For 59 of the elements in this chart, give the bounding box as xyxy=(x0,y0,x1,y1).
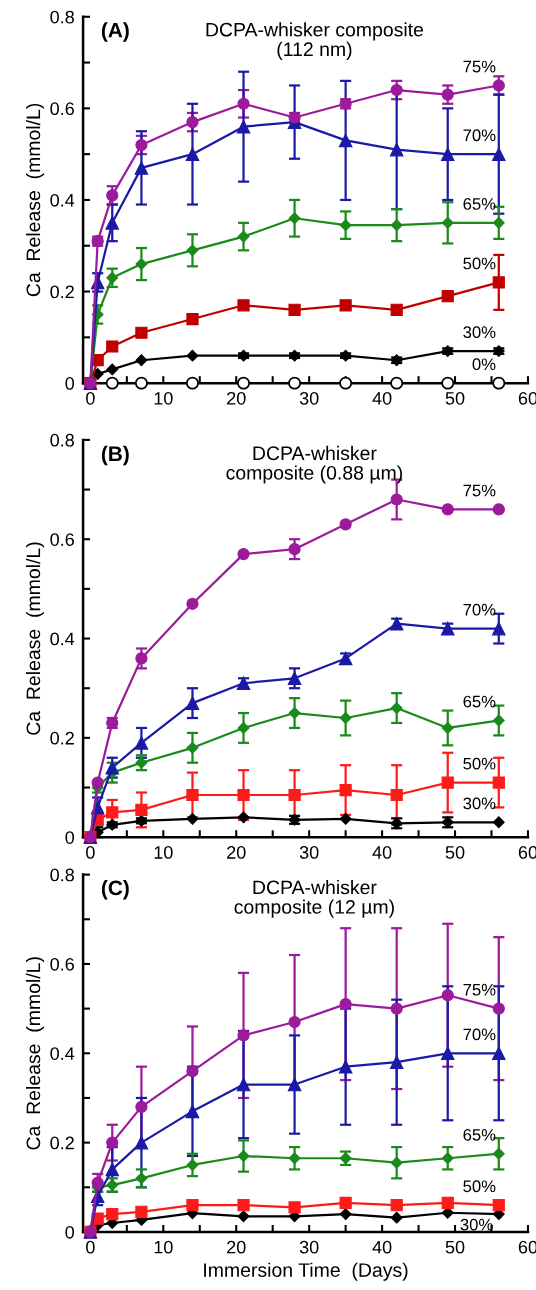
series-label: 70% xyxy=(463,603,496,616)
text: DCPA-whisker composite (12 µm) xyxy=(234,879,394,918)
series-label: 50% xyxy=(463,257,496,270)
series-label: 75% xyxy=(463,60,496,73)
y-tick-label: 0.8 xyxy=(50,10,74,24)
text: DCPA-whisker composite (0.88 µm) xyxy=(226,445,403,484)
chart-title: (A) xyxy=(101,22,129,42)
y-tick-label: 0 xyxy=(65,377,75,390)
x-tick-label: 0 xyxy=(86,391,95,405)
y-tick-label: 0.4 xyxy=(50,193,75,207)
y-tick-label: 0.8 xyxy=(50,868,74,882)
y-tick-label: 0 xyxy=(65,831,75,844)
y-axis-title: Ca Release (mmol/L) xyxy=(25,103,45,297)
series-label: 65% xyxy=(463,1128,496,1141)
series-label: 75% xyxy=(463,983,496,996)
y-tick-label: 0 xyxy=(65,1225,75,1239)
y-tick-label: 0.4 xyxy=(50,632,75,646)
series-label: 65% xyxy=(463,198,496,210)
series-label: 70% xyxy=(463,1028,496,1041)
x-tick-label: 10 xyxy=(154,1240,173,1254)
series-label: 65% xyxy=(463,695,496,708)
x-tick-label: 40 xyxy=(372,391,392,405)
chart-title: (B) xyxy=(101,445,129,466)
y-tick-label: 0.6 xyxy=(50,102,74,116)
series-label: 30% xyxy=(463,797,496,810)
chart-title: (C) xyxy=(101,879,129,900)
x-tick-label: 50 xyxy=(445,391,465,405)
y-tick-label: 0.2 xyxy=(50,1136,74,1150)
x-tick-label: 0 xyxy=(86,1240,95,1254)
x-tick-label: 40 xyxy=(372,1240,392,1254)
series-label: 75% xyxy=(463,484,496,497)
y-tick-label: 0.6 xyxy=(50,957,74,971)
x-tick-label: 20 xyxy=(227,391,246,405)
x-tick-label: 30 xyxy=(299,391,319,405)
x-tick-label: 30 xyxy=(299,846,319,859)
y-tick-label: 0.6 xyxy=(50,533,74,546)
x-tick-label: 20 xyxy=(227,846,246,859)
x-axis-title: Immersion Time (Days) xyxy=(204,1262,408,1281)
y-tick-label: 0.2 xyxy=(50,731,74,745)
y-tick-label: 0.4 xyxy=(50,1047,75,1061)
x-tick-label: 50 xyxy=(445,1240,465,1254)
x-tick-label: 50 xyxy=(445,846,465,859)
x-tick-label: 10 xyxy=(154,391,173,405)
x-tick-label: 0 xyxy=(86,846,95,859)
series-label: 50% xyxy=(463,1180,496,1193)
series-label: 70% xyxy=(463,129,496,142)
x-tick-label: 30 xyxy=(299,1240,319,1254)
x-tick-label: 10 xyxy=(154,846,173,859)
series-label: 50% xyxy=(463,757,496,770)
series-label: 30% xyxy=(460,1218,493,1231)
y-axis-title: Ca Release (mmol/L) xyxy=(25,542,45,735)
y-tick-label: 0.2 xyxy=(50,285,74,299)
text: DCPA-whisker composite (112 nm) xyxy=(206,22,424,60)
y-axis-title: Ca Release (mmol/L) xyxy=(25,957,45,1150)
series-label: 30% xyxy=(463,326,496,339)
series-label: 0% xyxy=(472,358,496,371)
x-tick-label: 20 xyxy=(227,1240,246,1254)
y-tick-label: 0.8 xyxy=(50,433,74,447)
x-tick-label: 40 xyxy=(372,846,392,859)
